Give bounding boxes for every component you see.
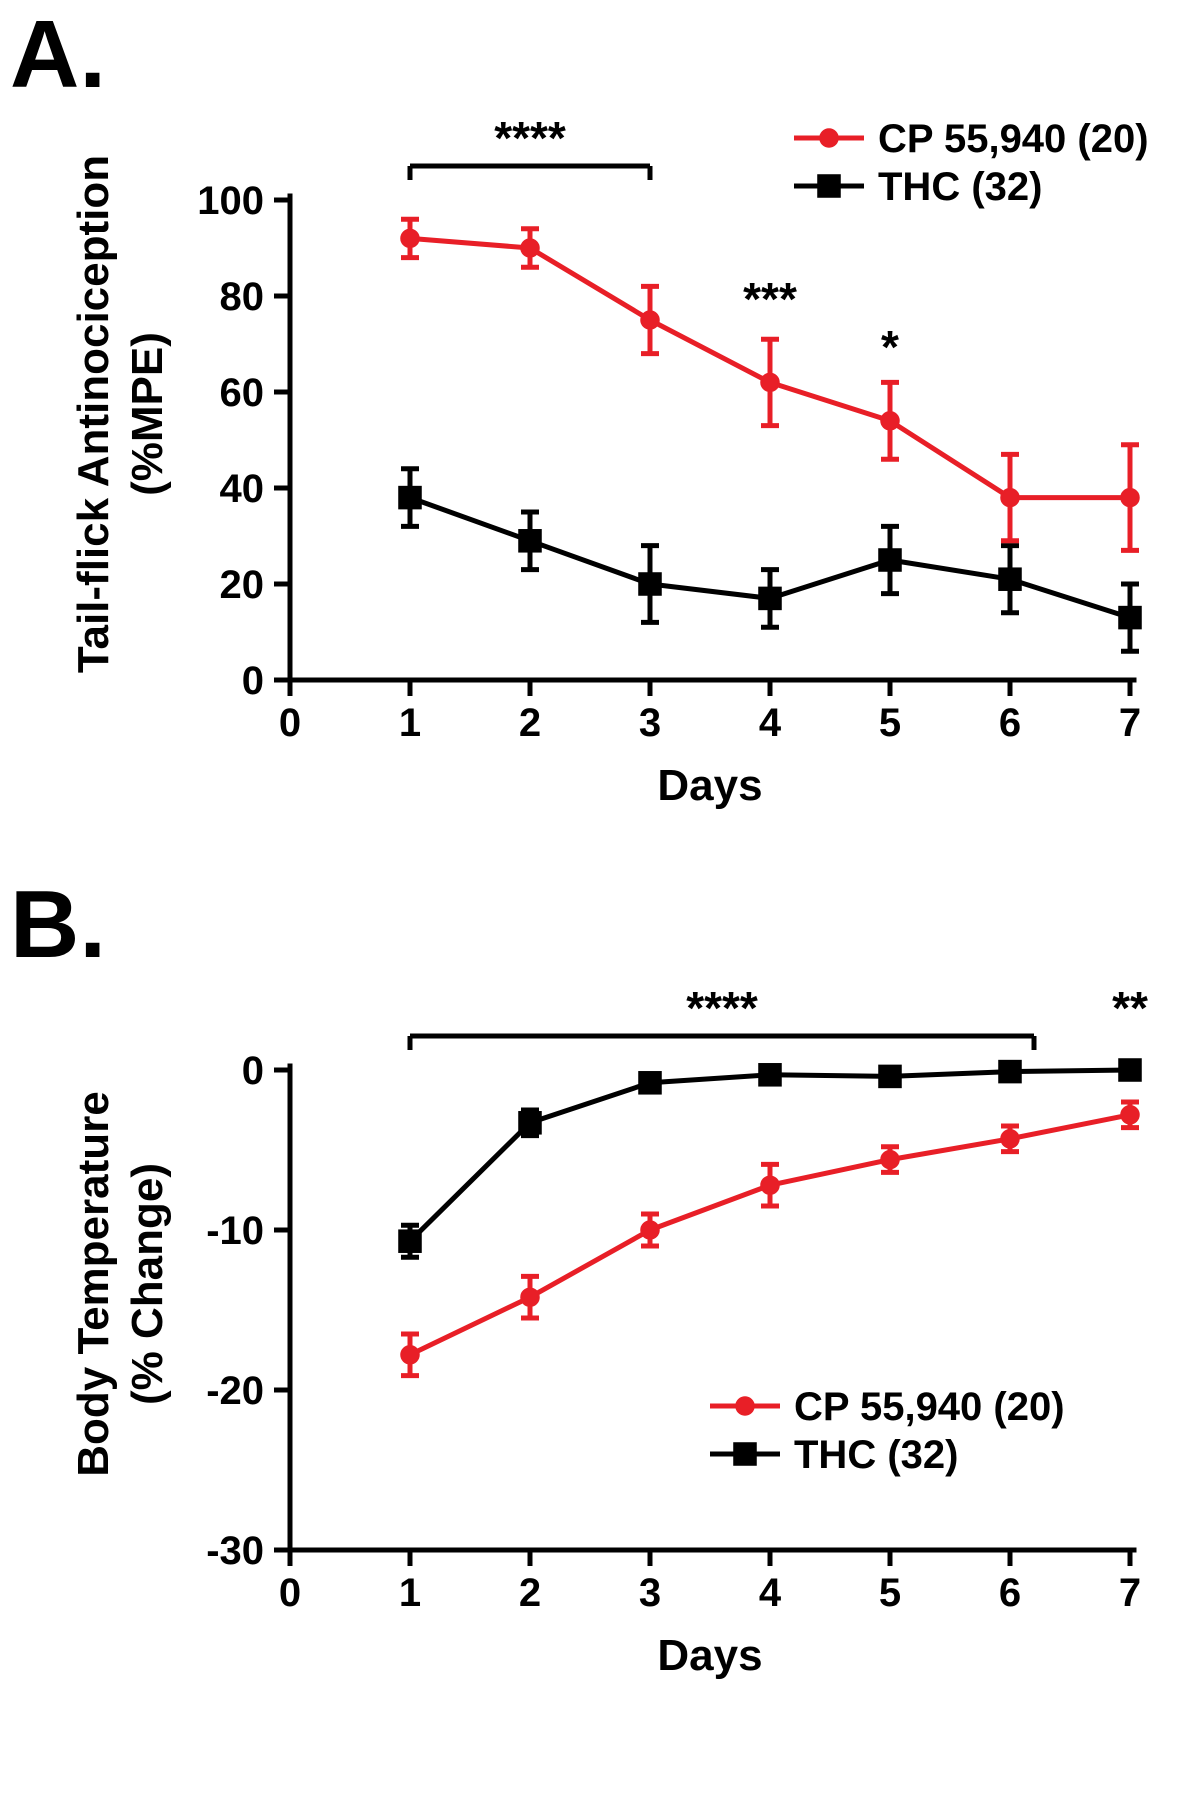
svg-text:5: 5 (879, 701, 901, 745)
panel-b-chart: -30 -20 -10 0 0 1 2 3 4 5 6 7 Days Body Temperature(%… (60, 980, 1160, 1700)
svg-text:THC (32): THC (32) (878, 165, 1042, 209)
svg-text:Tail-flick Antinociception: Tail-flick Antinociception (69, 155, 118, 673)
figure-page: A. 02040608010001234567DaysTail-flick An… (0, 0, 1194, 1800)
svg-text:Days: Days (657, 761, 762, 810)
svg-text:0: 0 (242, 659, 264, 703)
panel-b-letter: B. (10, 870, 106, 980)
svg-text:5: 5 (879, 1571, 901, 1615)
svg-text:7: 7 (1119, 1571, 1141, 1615)
svg-text:CP 55,940 (20): CP 55,940 (20) (878, 117, 1149, 161)
svg-text:1: 1 (399, 701, 421, 745)
svg-text:(% Change): (% Change) (123, 1163, 172, 1405)
svg-text:***: *** (743, 273, 797, 325)
svg-text:2: 2 (519, 701, 541, 745)
panel-a-letter: A. (10, 0, 106, 110)
svg-text:-20: -20 (206, 1369, 264, 1413)
svg-text:0: 0 (279, 1571, 301, 1615)
svg-text:THC (32): THC (32) (794, 1433, 958, 1477)
svg-text:6: 6 (999, 701, 1021, 745)
svg-text:80: 80 (220, 275, 265, 319)
svg-text:Days: Days (657, 1631, 762, 1680)
svg-text:4: 4 (759, 701, 782, 745)
svg-text:7: 7 (1119, 701, 1141, 745)
svg-text:Body Temperature: Body Temperature (69, 1091, 118, 1477)
svg-text:-30: -30 (206, 1529, 264, 1573)
svg-text:CP 55,940 (20): CP 55,940 (20) (794, 1385, 1065, 1429)
svg-text:(%MPE): (%MPE) (123, 332, 172, 496)
svg-text:0: 0 (242, 1049, 264, 1093)
svg-text:****: **** (686, 982, 758, 1034)
svg-text:6: 6 (999, 1571, 1021, 1615)
svg-text:****: **** (494, 112, 566, 164)
svg-text:20: 20 (220, 563, 265, 607)
svg-text:-10: -10 (206, 1209, 264, 1253)
svg-text:**: ** (1112, 982, 1148, 1034)
svg-text:*: * (881, 321, 899, 373)
svg-text:4: 4 (759, 1571, 782, 1615)
svg-text:40: 40 (220, 467, 265, 511)
svg-text:3: 3 (639, 1571, 661, 1615)
svg-text:100: 100 (197, 179, 264, 223)
svg-text:1: 1 (399, 1571, 421, 1615)
svg-text:2: 2 (519, 1571, 541, 1615)
panel-a-chart: 0 20 40 60 80 100 0 1 2 3 4 5 6 7 Days Tail-flick Antin… (60, 110, 1160, 830)
svg-text:0: 0 (279, 701, 301, 745)
svg-text:60: 60 (220, 371, 265, 415)
svg-text:3: 3 (639, 701, 661, 745)
